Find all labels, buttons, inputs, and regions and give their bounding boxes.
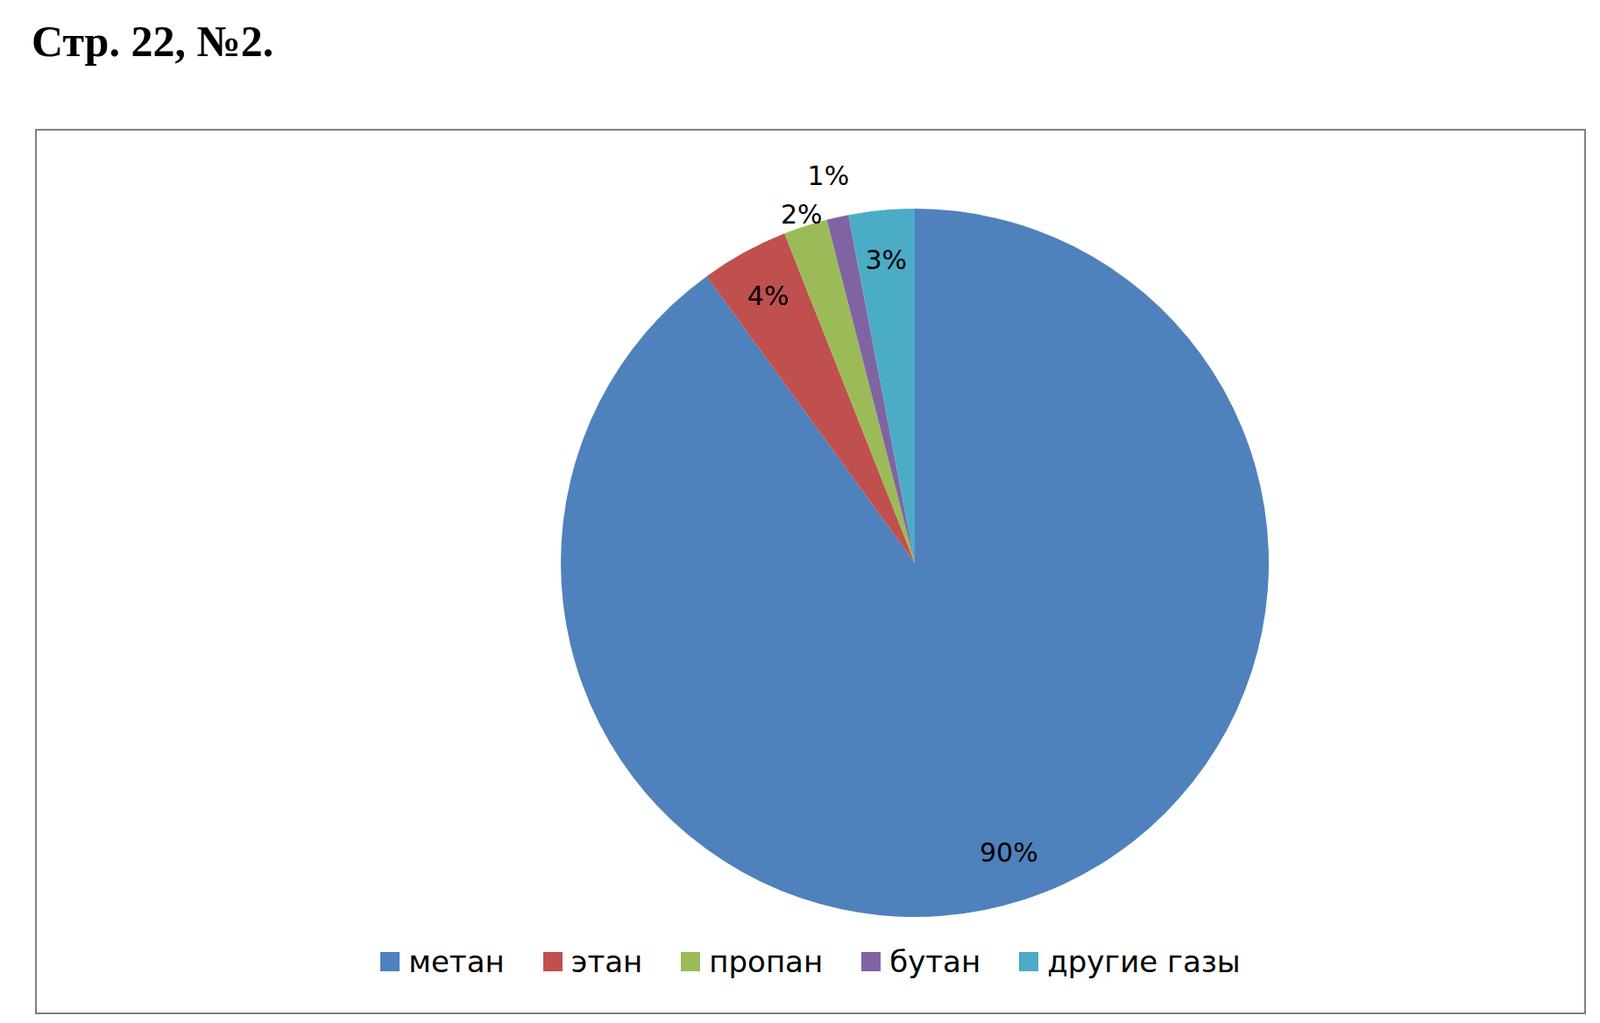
html-text:этан: этан	[571, 943, 643, 979]
svg-text:2%: 2%	[780, 198, 823, 230]
svg-text:3%: 3%	[865, 244, 908, 276]
html-text:другие газы: другие газы	[1047, 943, 1241, 979]
html-text:метан: метан	[408, 943, 505, 979]
svg-text:90%: 90%	[979, 836, 1039, 868]
html-text:пропан: пропан	[709, 943, 823, 979]
svg-text:1%: 1%	[807, 160, 850, 192]
html-text:Стр. 22, №2.: Стр. 22, №2.	[31, 16, 274, 66]
html-text:бутан: бутан	[889, 943, 981, 979]
svg-text:4%: 4%	[747, 280, 790, 312]
